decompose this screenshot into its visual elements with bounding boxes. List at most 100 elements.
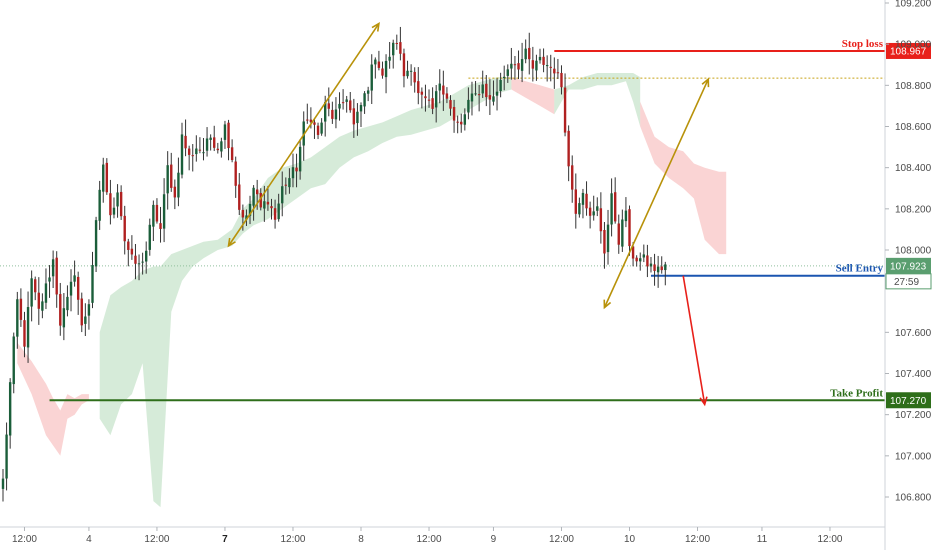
double-arrow bbox=[227, 22, 380, 248]
arrow-head bbox=[699, 396, 708, 407]
candle-body bbox=[34, 279, 37, 293]
candle bbox=[578, 197, 581, 218]
candlestick-series bbox=[1, 26, 667, 502]
candle bbox=[381, 61, 384, 79]
candle bbox=[545, 55, 549, 82]
candle-body bbox=[338, 103, 341, 109]
candle bbox=[277, 193, 280, 222]
candle bbox=[59, 282, 62, 336]
candle bbox=[105, 158, 109, 195]
candle-body bbox=[255, 189, 259, 195]
candle bbox=[288, 168, 291, 194]
candle-body bbox=[341, 102, 345, 104]
candle bbox=[298, 139, 302, 180]
price-tag-text: 108.967 bbox=[890, 46, 927, 57]
candle-body bbox=[374, 59, 377, 65]
candle bbox=[152, 200, 155, 242]
candle-body bbox=[316, 125, 320, 135]
chart-grid bbox=[0, 0, 885, 527]
candle-body bbox=[545, 65, 549, 67]
candle-body bbox=[209, 137, 212, 140]
candle bbox=[12, 332, 15, 394]
candle bbox=[571, 155, 574, 203]
candle bbox=[413, 67, 416, 93]
candle bbox=[341, 89, 345, 110]
candle bbox=[87, 299, 91, 330]
candle bbox=[581, 188, 585, 219]
candle bbox=[195, 135, 198, 162]
candle bbox=[66, 285, 69, 317]
candle bbox=[91, 251, 94, 309]
candle-body bbox=[510, 63, 513, 69]
candle-body bbox=[463, 114, 467, 125]
candle-body bbox=[202, 152, 205, 154]
candle bbox=[313, 118, 316, 139]
candle-body bbox=[406, 70, 409, 77]
candle-body bbox=[162, 194, 166, 229]
time-tick-label: 9 bbox=[491, 534, 497, 545]
time-axis[interactable]: 12:00 4 12:00 7 12:00 8 12:00 9 12:00 10 12:00 11 12… bbox=[0, 526, 885, 545]
candle bbox=[592, 195, 595, 221]
candle bbox=[170, 152, 173, 192]
candle-body bbox=[352, 108, 356, 125]
candle-body bbox=[656, 266, 660, 273]
candle-body bbox=[37, 292, 40, 309]
candle bbox=[639, 252, 642, 271]
candle bbox=[316, 122, 320, 140]
candle-body bbox=[48, 277, 51, 282]
candle-body bbox=[377, 61, 381, 68]
candle bbox=[434, 85, 438, 123]
candle bbox=[460, 113, 463, 133]
candle-body bbox=[73, 275, 76, 282]
candle-body bbox=[610, 193, 613, 225]
candle bbox=[477, 84, 481, 112]
candle-body bbox=[613, 192, 617, 222]
candle bbox=[456, 115, 459, 134]
candle-body bbox=[98, 189, 101, 221]
candle bbox=[499, 72, 502, 98]
candle-body bbox=[134, 255, 137, 264]
candle bbox=[134, 243, 137, 280]
candle-body bbox=[327, 103, 330, 109]
candle-body bbox=[460, 121, 463, 125]
candle bbox=[198, 137, 202, 154]
candle bbox=[48, 265, 51, 298]
candle bbox=[617, 214, 620, 254]
candle bbox=[320, 118, 323, 136]
candle bbox=[431, 87, 434, 115]
candle bbox=[162, 178, 166, 243]
candle bbox=[291, 153, 295, 188]
candle bbox=[1, 469, 5, 502]
candle-body bbox=[298, 146, 302, 172]
candle bbox=[234, 156, 237, 198]
candle-body bbox=[195, 148, 198, 155]
candle-body bbox=[642, 254, 646, 258]
time-tick-label: 7 bbox=[222, 534, 228, 545]
candle-body bbox=[474, 93, 477, 95]
price-axis[interactable]: 109.200 109.000 108.800 108.600 108.400 108.2… bbox=[884, 0, 932, 550]
candle-body bbox=[646, 255, 649, 267]
candle bbox=[248, 195, 252, 225]
candle bbox=[141, 252, 144, 275]
candle-body bbox=[273, 208, 277, 220]
candle bbox=[445, 87, 449, 104]
candle bbox=[470, 81, 474, 116]
candle bbox=[137, 254, 141, 281]
candle-body bbox=[198, 149, 202, 151]
candle-body bbox=[112, 207, 116, 215]
arrow-shaft bbox=[227, 23, 380, 247]
candle-body bbox=[320, 122, 323, 134]
candle bbox=[399, 26, 402, 61]
candle bbox=[159, 206, 162, 243]
candle bbox=[155, 198, 159, 224]
candle bbox=[349, 91, 352, 113]
candle bbox=[449, 95, 452, 116]
candle-body bbox=[388, 56, 391, 61]
candle bbox=[69, 269, 73, 312]
candle bbox=[273, 199, 277, 229]
candle-body bbox=[402, 53, 406, 77]
candle bbox=[503, 65, 506, 91]
candle-body bbox=[535, 60, 538, 71]
candle bbox=[528, 32, 531, 75]
